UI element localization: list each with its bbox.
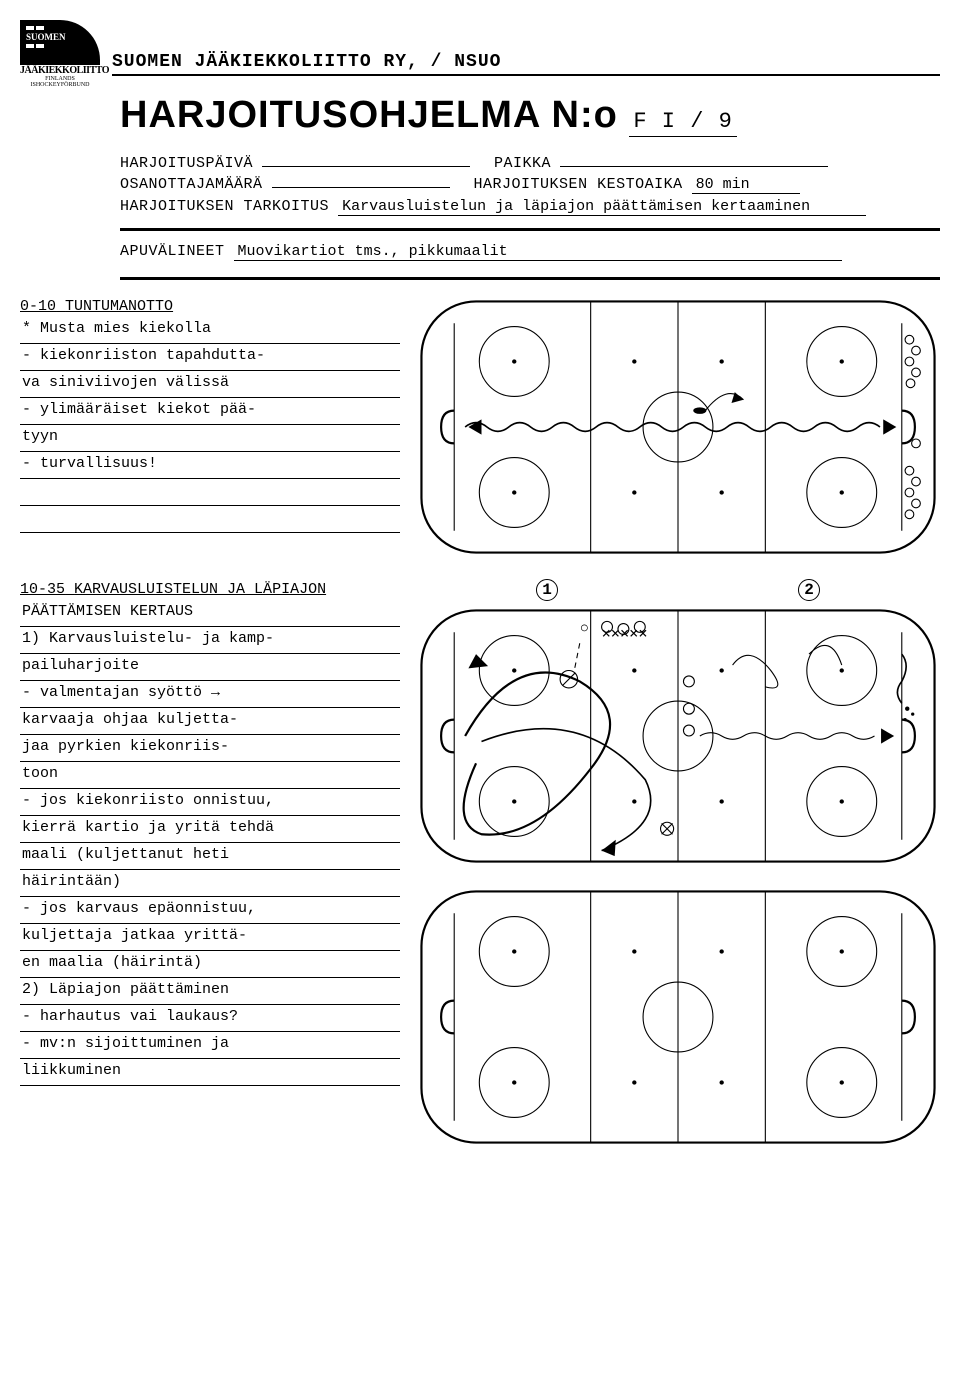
equipment-field[interactable]: Muovikartiot tms., pikkumaalit (234, 243, 842, 261)
section-2-subtitle: PÄÄTTÄMISEN KERTAUS (20, 600, 400, 627)
section-1-line (20, 506, 400, 533)
place-label: PAIKKA (494, 155, 551, 172)
section-1-line: * Musta mies kiekolla (20, 317, 400, 344)
section-2-line: liikkuminen (20, 1059, 400, 1086)
section-2-line: toon (20, 762, 400, 789)
section-2-line: - mv:n sijoittuminen ja (20, 1032, 400, 1059)
equipment-label: APUVÄLINEET (120, 243, 225, 260)
logo-subtitle: FINLANDS ISHOCKEYFÖRBUND (20, 76, 100, 88)
participants-field[interactable] (272, 187, 450, 188)
section-1: 0-10 TUNTUMANOTTO * Musta mies kiekolla … (20, 296, 940, 563)
section-2-line: - jos karvaus epäonnistuu, (20, 897, 400, 924)
svg-text:○: ○ (580, 619, 589, 636)
section-2-line: karvaaja ohjaa kuljetta- (20, 708, 400, 735)
rink-svg-2a: ××××× ○ (416, 605, 940, 867)
section-2-line: - jos kiekonriisto onnistuu, (20, 789, 400, 816)
section-1-title: TUNTUMANOTTO (65, 298, 173, 315)
section-2-line: - valmentajan syöttö → (20, 681, 400, 708)
section-2-line: kierrä kartio ja yritä tehdä (20, 816, 400, 843)
logo-brand-text: SUOMEN (26, 32, 66, 42)
section-2-title: KARVAUSLUISTELUN JA LÄPIAJON (74, 581, 326, 598)
title-suffix: F I / 9 (629, 109, 736, 137)
drill-num-1: 1 (536, 579, 558, 601)
section-2-time: 10-35 (20, 581, 65, 598)
section-2-line: häirintään) (20, 870, 400, 897)
logo-block: SUOMEN JÄÄKIEKKOLIITTO FINLANDS ISHOCKEY… (20, 20, 100, 88)
section-1-text: 0-10 TUNTUMANOTTO * Musta mies kiekolla … (20, 296, 400, 563)
drill-num-2: 2 (798, 579, 820, 601)
meta-block: HARJOITUSPÄIVÄ PAIKKA OSANOTTAJAMÄÄRÄ HA… (120, 155, 940, 216)
section-2-line: kuljettaja jatkaa yrittä- (20, 924, 400, 951)
rink-svg-2b (416, 886, 940, 1148)
section-1-heading: 0-10 TUNTUMANOTTO (20, 296, 400, 317)
section-1-line: - turvallisuus! (20, 452, 400, 479)
drill-numbers: 1 2 (416, 579, 940, 601)
place-field[interactable] (560, 166, 828, 167)
page-title: HARJOITUSOHJELMA N:o F I / 9 (120, 94, 940, 137)
day-label: HARJOITUSPÄIVÄ (120, 155, 253, 172)
rink-diagrams-2: 1 2 ××××× ○ (416, 579, 940, 1153)
rink-svg-1 (416, 296, 940, 558)
purpose-field[interactable]: Karvausluistelun ja läpiajon päättämisen… (338, 198, 866, 216)
day-field[interactable] (262, 166, 470, 167)
section-2-heading: 10-35 KARVAUSLUISTELUN JA LÄPIAJON (20, 579, 400, 600)
section-2-line: maali (kuljettanut heti (20, 843, 400, 870)
section-2-line: - harhautus vai laukaus? (20, 1005, 400, 1032)
section-2-line: en maalia (häirintä) (20, 951, 400, 978)
section-2-line: 1) Karvausluistelu- ja kamp- (20, 627, 400, 654)
section-2-line: pailuharjoite (20, 654, 400, 681)
section-1-line: tyyn (20, 425, 400, 452)
divider (120, 228, 940, 231)
section-2-text: 10-35 KARVAUSLUISTELUN JA LÄPIAJON PÄÄTT… (20, 579, 400, 1086)
section-1-line: - ylimääräiset kiekot pää- (20, 398, 400, 425)
section-1-line: - kiekonriiston tapahdutta- (20, 344, 400, 371)
section-1-time: 0-10 (20, 298, 56, 315)
title-main: HARJOITUSOHJELMA N:o (120, 94, 618, 136)
section-1-line (20, 479, 400, 506)
section-2: 10-35 KARVAUSLUISTELUN JA LÄPIAJON PÄÄTT… (20, 579, 940, 1153)
duration-label: HARJOITUKSEN KESTOAIKA (474, 176, 683, 193)
header: SUOMEN JÄÄKIEKKOLIITTO FINLANDS ISHOCKEY… (20, 20, 940, 88)
rink-diagram-1 (416, 296, 940, 563)
participants-label: OSANOTTAJAMÄÄRÄ (120, 176, 263, 193)
logo-icon: SUOMEN (20, 20, 100, 65)
section-1-line: va siniviivojen välissä (20, 371, 400, 398)
logo-name: JÄÄKIEKKOLIITTO (20, 65, 100, 76)
section-2-line: 2) Läpiajon päättäminen (20, 978, 400, 1005)
org-line: SUOMEN JÄÄKIEKKOLIITTO RY, / NSUO (112, 52, 940, 76)
equipment-row: APUVÄLINEET Muovikartiot tms., pikkumaal… (120, 239, 940, 265)
purpose-label: HARJOITUKSEN TARKOITUS (120, 198, 329, 215)
pucks-right (905, 335, 920, 518)
divider (120, 277, 940, 280)
section-2-line: jaa pyrkien kiekonriis- (20, 735, 400, 762)
duration-field[interactable]: 80 min (692, 176, 800, 194)
